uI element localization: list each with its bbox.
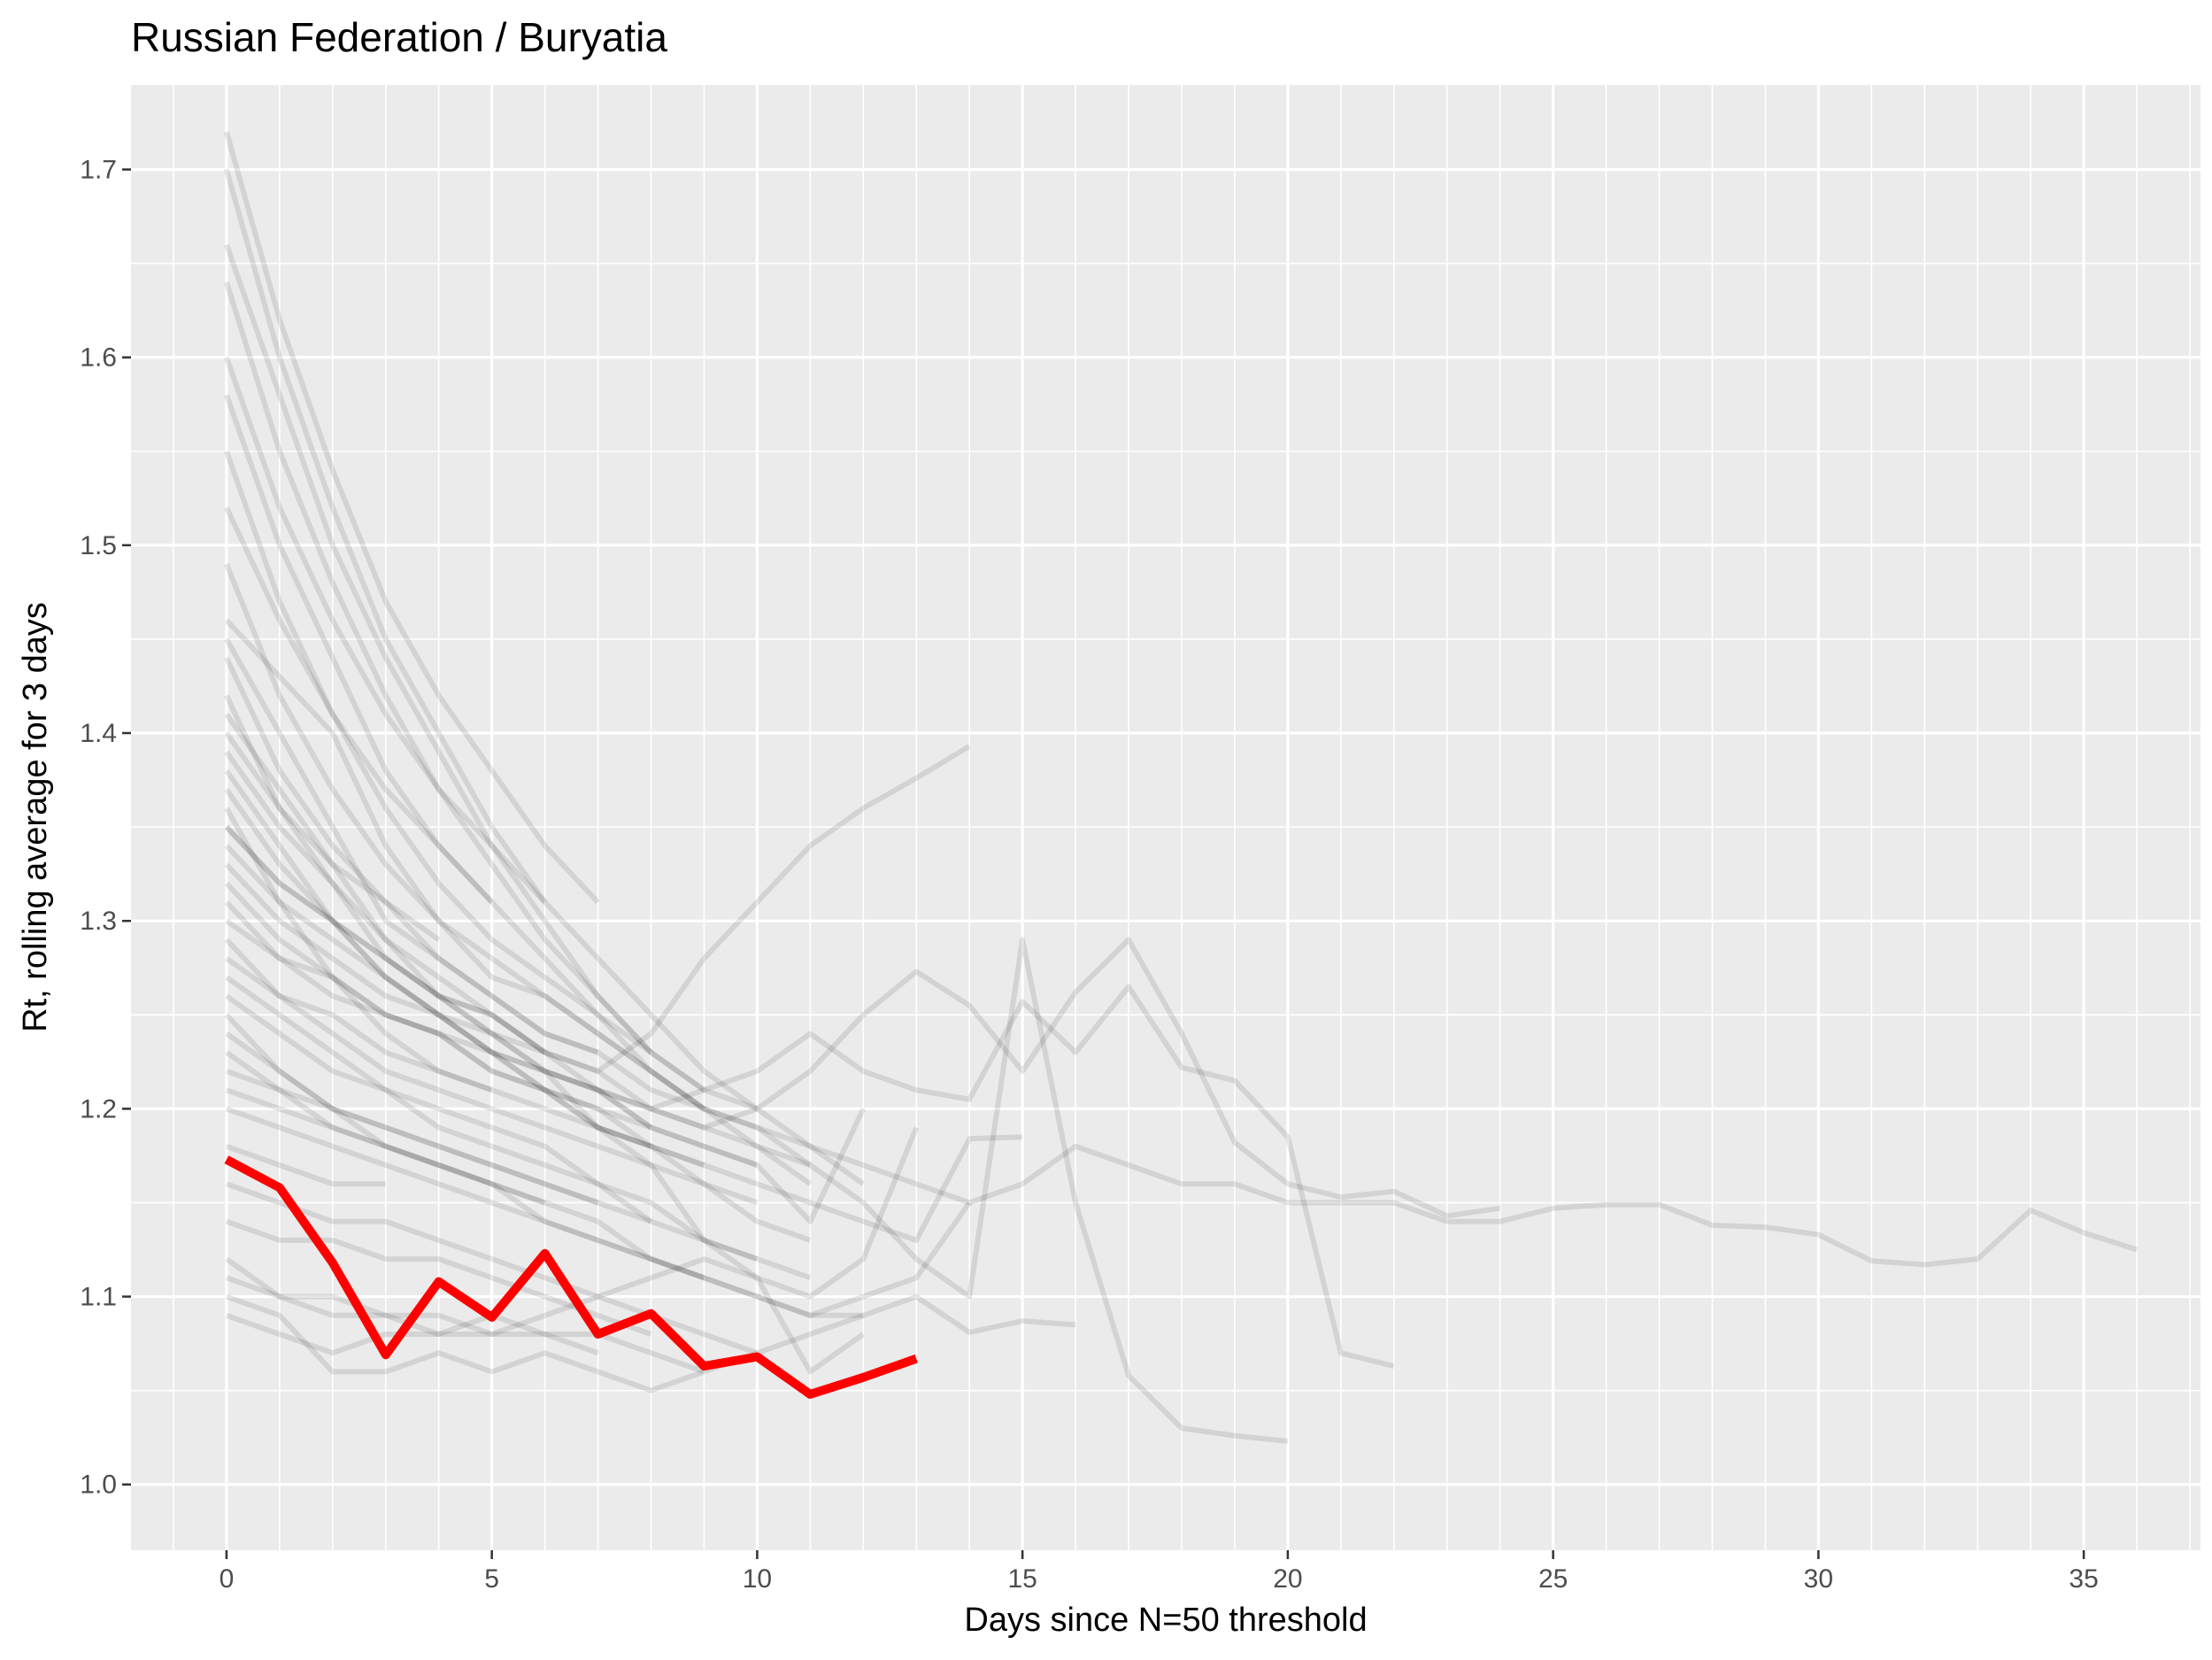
background-series-line xyxy=(225,1143,386,1187)
x-tick-label: 5 xyxy=(484,1564,499,1594)
background-series-line xyxy=(224,356,547,905)
major-gridlines xyxy=(131,85,2200,1550)
x-tick-label: 15 xyxy=(1007,1564,1037,1594)
x-tick-label: 20 xyxy=(1273,1564,1302,1594)
background-series-line xyxy=(225,1069,705,1281)
background-series-line xyxy=(225,918,1501,1219)
background-series-line xyxy=(224,394,813,1186)
background-series-line xyxy=(224,731,441,942)
background-series-line xyxy=(224,1013,1076,1335)
y-tick-label: 1.1 xyxy=(80,1283,117,1312)
highlight-series-line xyxy=(224,1155,918,1399)
background-series-group xyxy=(224,131,2139,1444)
background-series-line xyxy=(224,131,600,905)
background-series-line xyxy=(224,881,652,1149)
background-series-line xyxy=(224,656,599,1055)
y-tick-label: 1.3 xyxy=(80,907,117,936)
background-series-line xyxy=(224,938,812,1243)
background-series-line xyxy=(224,713,971,1074)
x-tick-label: 0 xyxy=(220,1564,235,1594)
background-series-line xyxy=(224,694,812,1168)
background-series-line xyxy=(224,637,1289,1444)
x-axis-label: Days since N=50 threshold xyxy=(964,1602,1367,1639)
background-series-line xyxy=(224,243,706,1093)
y-tick-label: 1.4 xyxy=(80,719,117,748)
background-series-line xyxy=(224,450,759,1112)
plot-panel xyxy=(131,85,2200,1550)
background-series-line xyxy=(225,1050,599,1206)
y-tick-label: 1.7 xyxy=(80,155,117,184)
background-series-line xyxy=(224,768,1395,1370)
background-series-line xyxy=(224,899,759,1168)
x-axis-ticks: 0 5 10 15 20 25 30 35 xyxy=(220,1550,2099,1594)
x-tick-label: 35 xyxy=(2069,1564,2098,1594)
chart-title: Russian Federation / Buryatia xyxy=(131,14,667,60)
background-series-line xyxy=(224,825,866,1375)
background-series-line xyxy=(224,844,705,1168)
background-series-line xyxy=(225,1087,546,1206)
background-series-line xyxy=(225,993,653,1224)
highlight-series-group xyxy=(224,1155,918,1399)
x-tick-label: 25 xyxy=(1538,1564,1568,1594)
background-series-line xyxy=(224,825,547,1055)
background-series-line xyxy=(224,787,759,1206)
background-series-line xyxy=(224,750,653,1131)
background-series-line xyxy=(225,975,759,1262)
x-tick-label: 30 xyxy=(1804,1564,1833,1594)
background-series-line xyxy=(225,1126,919,1337)
y-tick-label: 1.6 xyxy=(80,344,117,373)
minor-gridlines xyxy=(131,85,2200,1550)
background-series-line xyxy=(224,807,1023,1243)
background-series-line xyxy=(224,168,866,1186)
background-series-line xyxy=(225,1312,705,1375)
background-series-line xyxy=(224,281,653,1054)
background-series-line xyxy=(225,1181,759,1356)
background-series-line xyxy=(224,506,494,905)
background-series-line xyxy=(225,1106,972,1318)
y-tick-label: 1.0 xyxy=(80,1471,117,1500)
y-axis-label: Rt, rolling average for 3 days xyxy=(17,602,54,1032)
x-tick-label: 10 xyxy=(743,1564,772,1594)
background-series-line xyxy=(224,562,706,1111)
background-series-line xyxy=(225,956,493,1093)
y-tick-label: 1.2 xyxy=(80,1094,117,1123)
background-series-line xyxy=(225,1031,812,1281)
y-axis-ticks: 1.0 1.1 1.2 1.3 1.4 1.5 1.6 1.7 xyxy=(80,155,131,1500)
y-tick-label: 1.5 xyxy=(80,531,117,560)
background-series-line xyxy=(224,618,2139,1268)
background-series-line xyxy=(224,862,867,1224)
